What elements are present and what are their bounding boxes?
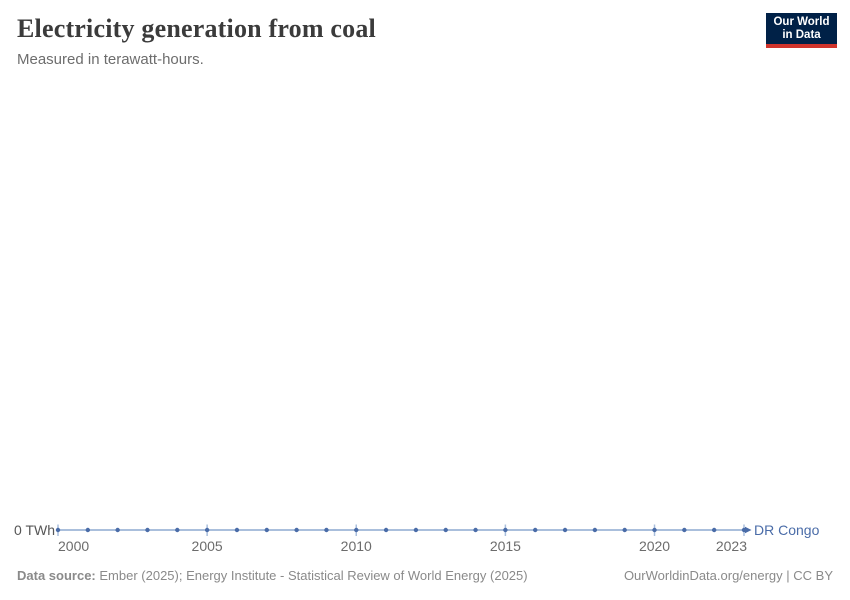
data-point-2023 — [741, 527, 747, 533]
x-axis-tick-label: 2000 — [58, 538, 89, 554]
data-source-text: Ember (2025); Energy Institute - Statist… — [99, 568, 528, 583]
data-point-2005 — [204, 527, 210, 533]
data-point-2007 — [264, 527, 269, 533]
data-point-2014 — [473, 527, 478, 533]
data-point-2010 — [354, 527, 359, 533]
data-point-2022 — [711, 527, 717, 533]
license-credit: OurWorldinData.org/energy | CC BY — [623, 568, 833, 583]
data-point-2003 — [145, 527, 150, 533]
x-axis-tick-label: 2010 — [341, 538, 372, 554]
data-point-2001 — [85, 527, 91, 533]
chart-title: Electricity generation from coal — [17, 14, 376, 43]
y-axis-zero-label: 0 TWh — [14, 522, 55, 538]
line-end-arrow-icon — [745, 526, 752, 534]
x-axis-tick-label: 2020 — [639, 538, 670, 554]
data-points — [55, 527, 747, 533]
x-axis-tick-labels: 2000 2005 2010 2015 2020 2023 — [58, 538, 747, 554]
data-point-2006 — [234, 527, 240, 533]
data-source-label: Data source: — [17, 568, 96, 583]
chart-footer: Data source: Ember (2025); Energy Instit… — [17, 568, 833, 584]
data-point-2012 — [413, 527, 419, 533]
data-point-2018 — [592, 527, 598, 533]
data-point-2011 — [383, 527, 389, 533]
data-point-2016 — [533, 527, 538, 533]
owid-logo: Our World in Data — [766, 13, 837, 48]
x-axis-tick-label: 2005 — [192, 538, 223, 554]
data-point-2017 — [562, 527, 568, 533]
data-point-2002 — [115, 527, 120, 533]
data-point-2000 — [55, 527, 61, 533]
x-axis-tick-label: 2023 — [716, 538, 747, 554]
owid-logo-line1: Our World — [773, 15, 830, 28]
chart-subtitle: Measured in terawatt-hours. — [17, 51, 204, 68]
data-point-2019 — [622, 527, 627, 533]
series-label: DR Congo — [754, 522, 820, 538]
data-point-2020 — [652, 527, 657, 533]
data-source: Data source: Ember (2025); Energy Instit… — [17, 568, 528, 584]
data-point-2004 — [175, 527, 180, 533]
chart-header: Electricity generation from coal Measure… — [17, 14, 376, 68]
data-point-2008 — [294, 527, 299, 533]
data-point-2015 — [503, 527, 508, 533]
data-point-2013 — [443, 527, 448, 533]
owid-logo-line2: in Data — [782, 28, 821, 41]
data-point-2009 — [324, 527, 329, 533]
x-axis-tick-label: 2015 — [490, 538, 521, 554]
data-point-2021 — [682, 527, 687, 533]
